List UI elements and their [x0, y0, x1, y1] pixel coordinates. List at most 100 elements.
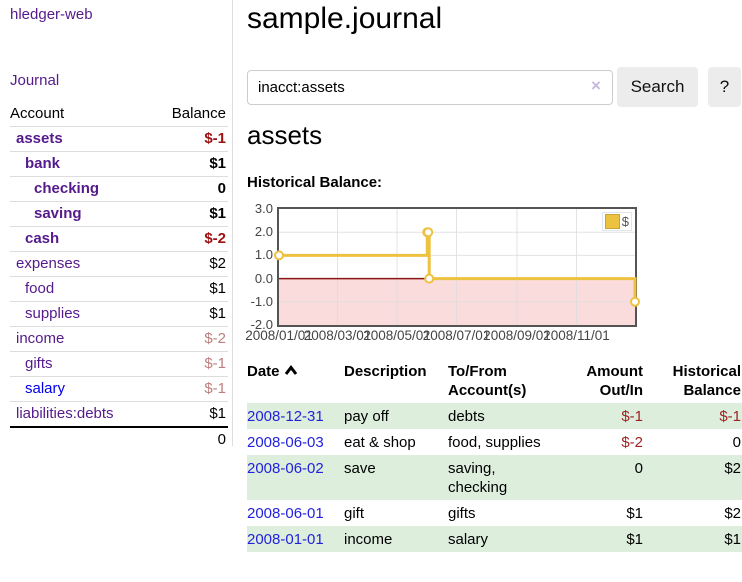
register-header-row: Date Description To/From Account(s) Amou…: [247, 357, 742, 403]
register-table: Date Description To/From Account(s) Amou…: [247, 357, 742, 552]
y-tick-label: -2.0: [250, 317, 273, 332]
sidebar-account-row: bank $1: [10, 151, 228, 177]
transaction-date-link[interactable]: 2008-06-02: [247, 460, 324, 477]
transaction-row: 2008-12-31 pay off debts $-1 $-1: [247, 403, 742, 429]
transaction-amount: $-2: [621, 434, 643, 451]
transaction-date-link[interactable]: 2008-06-01: [247, 505, 324, 522]
transaction-description: eat & shop: [344, 434, 416, 451]
sidebar-account-row: cash $-2: [10, 226, 228, 252]
sidebar-accounts-header-row: Account Balance: [10, 102, 228, 127]
account-balance: $1: [152, 201, 228, 227]
date-header-label: Date: [247, 363, 280, 380]
clear-search-icon[interactable]: ×: [591, 76, 601, 95]
sidebar-account-row: expenses $2: [10, 251, 228, 277]
help-button[interactable]: ?: [708, 67, 741, 107]
transaction-description: income: [344, 531, 393, 548]
sidebar-account-link-income[interactable]: income: [16, 330, 65, 347]
chart-legend: $: [601, 212, 632, 231]
account-balance: $-2: [152, 326, 228, 352]
y-tick-label: 1.0: [254, 247, 273, 263]
x-tick-label: 2008/11/01: [543, 328, 610, 343]
total-balance: 0: [152, 426, 228, 452]
sidebar-account-row: assets $-1: [10, 126, 228, 152]
transaction-amount: $1: [626, 505, 643, 522]
transaction-balance: 0: [732, 434, 741, 451]
sidebar-account-link-gifts[interactable]: gifts: [25, 355, 53, 372]
y-tick-label: 2.0: [254, 224, 273, 240]
sidebar-account-link-checking[interactable]: checking: [34, 180, 100, 197]
sidebar-total-row: 0: [10, 426, 228, 452]
transaction-date-link[interactable]: 2008-06-03: [247, 434, 324, 451]
sidebar-account-row: gifts $-1: [10, 351, 228, 377]
sidebar-account-row: saving $1: [10, 201, 228, 227]
transaction-row: 2008-06-02 save saving, checking 0 $2: [247, 455, 742, 500]
date-column-header[interactable]: Date: [247, 357, 344, 403]
transaction-accounts: saving, checking: [448, 460, 508, 496]
account-column-header: Account: [10, 105, 65, 122]
sidebar-account-link-supplies[interactable]: supplies: [25, 305, 81, 322]
sidebar-account-row: liabilities:debts $1: [10, 401, 228, 427]
sidebar-account-row: salary $-1: [10, 376, 228, 402]
transaction-amount: $-1: [621, 408, 643, 425]
y-tick-label: -1.0: [250, 293, 273, 309]
account-balance: $2: [152, 251, 228, 277]
search-bar: × Search ?: [247, 67, 742, 107]
sidebar-account-row: food $1: [10, 276, 228, 302]
chart-plot-area: $: [274, 207, 640, 327]
transaction-date-link[interactable]: 2008-12-31: [247, 408, 324, 425]
account-balance: $1: [152, 301, 228, 327]
transaction-amount: 0: [634, 460, 643, 477]
account-heading: assets: [247, 120, 323, 150]
x-tick-label: 2008/01/01: [245, 328, 313, 343]
transaction-date-link[interactable]: 2008-01-01: [247, 531, 324, 548]
y-tick-label: 3.0: [254, 201, 273, 216]
x-tick-label: 2008/05/01: [363, 328, 431, 343]
sidebar-account-link-assets[interactable]: assets: [16, 130, 63, 147]
transaction-balance: $2: [724, 460, 741, 477]
sidebar-accounts-table: Account Balance assets $-1 bank $1 check…: [10, 102, 228, 452]
search-input[interactable]: [247, 70, 613, 105]
transaction-row: 2008-06-03 eat & shop food, supplies $-2…: [247, 429, 742, 455]
account-balance: $1: [152, 151, 228, 177]
account-balance: $1: [152, 276, 228, 302]
description-column-header: Description: [344, 363, 427, 380]
transaction-description: gift: [344, 505, 365, 522]
transaction-accounts: food, supplies: [448, 434, 541, 451]
chart-title-label: Historical Balance:: [247, 174, 383, 191]
account-balance: $-2: [152, 226, 228, 252]
page-title: sample.journal: [247, 2, 443, 35]
account-balance: $-1: [152, 351, 228, 377]
transaction-balance: $-1: [719, 408, 741, 425]
legend-swatch-icon: [604, 214, 620, 229]
legend-label: $: [621, 214, 629, 229]
account-balance: $-1: [152, 376, 228, 402]
sidebar-account-link-cash[interactable]: cash: [25, 230, 60, 247]
transaction-row: 2008-06-01 gift gifts $1 $2: [247, 500, 742, 526]
transaction-balance: $1: [724, 531, 741, 548]
sidebar-account-link-expenses[interactable]: expenses: [16, 255, 81, 272]
sidebar-account-link-salary[interactable]: salary: [25, 380, 66, 397]
transaction-amount: $1: [626, 531, 643, 548]
transaction-description: save: [344, 460, 376, 477]
account-balance: $-1: [152, 126, 228, 152]
sidebar-account-link-bank[interactable]: bank: [25, 155, 61, 172]
sidebar-account-row: income $-2: [10, 326, 228, 352]
sidebar-account-row: checking 0: [10, 176, 228, 202]
sidebar-account-row: supplies $1: [10, 301, 228, 327]
search-button[interactable]: Search: [617, 67, 698, 107]
transaction-accounts: gifts: [448, 505, 476, 522]
sidebar-account-link-saving[interactable]: saving: [34, 205, 82, 222]
chart-canvas: [274, 209, 640, 325]
accounts-column-header: To/From Account(s): [448, 363, 527, 399]
sidebar-account-link-food[interactable]: food: [25, 280, 55, 297]
x-tick-label: 2008/09/01: [483, 328, 551, 343]
balance-column-header: Balance: [171, 105, 226, 122]
sidebar-account-link-liabilities-debts[interactable]: liabilities:debts: [16, 405, 114, 422]
sort-ascending-icon: [284, 362, 298, 381]
app-brand-link[interactable]: hledger-web: [10, 6, 93, 23]
sidebar-item-journal[interactable]: Journal: [10, 72, 60, 89]
account-balance: $1: [152, 401, 228, 427]
transaction-accounts: salary: [448, 531, 489, 548]
y-tick-label: 0.0: [254, 270, 273, 286]
sidebar: hledger-web Journal Account Balance asse…: [0, 0, 233, 452]
